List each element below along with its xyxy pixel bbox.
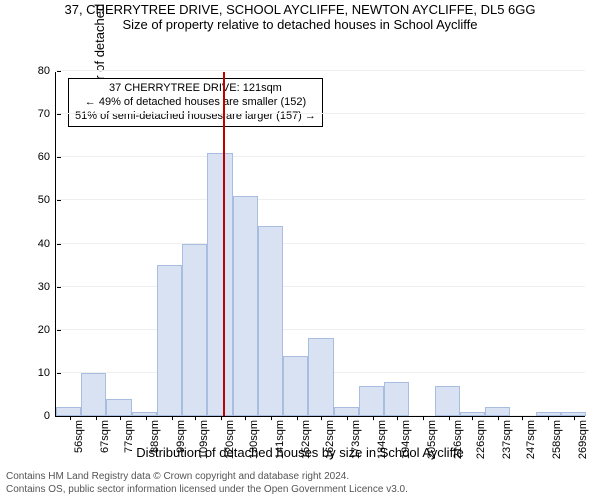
histogram-bar: [435, 386, 460, 416]
histogram-bar: [359, 386, 384, 416]
histogram-bar: [485, 407, 510, 416]
attribution-footer: Contains HM Land Registry data © Crown c…: [6, 471, 408, 496]
histogram-bar: [157, 265, 182, 416]
y-tick-label: 0: [44, 410, 56, 422]
y-tick-label: 70: [38, 108, 56, 120]
y-tick-label: 20: [38, 324, 56, 336]
chart-title-sub: Size of property relative to detached ho…: [0, 17, 600, 32]
y-gridline: [56, 243, 585, 244]
y-tick-label: 50: [38, 194, 56, 206]
histogram-bar: [207, 153, 232, 416]
annotation-line: 51% of semi-detached houses are larger (…: [75, 110, 316, 124]
histogram-bar: [233, 196, 258, 416]
chart-title-main: 37, CHERRYTREE DRIVE, SCHOOL AYCLIFFE, N…: [0, 2, 600, 17]
annotation-line: ← 49% of detached houses are smaller (15…: [75, 96, 316, 110]
y-gridline: [56, 70, 585, 71]
y-gridline: [56, 156, 585, 157]
y-gridline: [56, 286, 585, 287]
y-tick-label: 60: [38, 151, 56, 163]
histogram-bar: [308, 338, 333, 416]
footer-line: Contains HM Land Registry data © Crown c…: [6, 471, 408, 484]
x-axis-label: Distribution of detached houses by size …: [0, 445, 600, 460]
y-gridline: [56, 113, 585, 114]
annotation-line: 37 CHERRYTREE DRIVE: 121sqm: [75, 82, 316, 96]
y-tick-label: 30: [38, 281, 56, 293]
y-gridline: [56, 329, 585, 330]
plot-area: 37 CHERRYTREE DRIVE: 121sqm← 49% of deta…: [55, 72, 585, 417]
histogram-bar: [283, 356, 308, 416]
histogram-bar: [334, 407, 359, 416]
histogram-bar: [56, 407, 81, 416]
y-tick-label: 80: [38, 65, 56, 77]
histogram-bar: [258, 226, 283, 416]
y-tick-label: 40: [38, 238, 56, 250]
footer-line: Contains OS, public sector information l…: [6, 484, 408, 497]
reference-line: [223, 72, 225, 416]
histogram-bar: [460, 412, 485, 416]
histogram-bar: [561, 412, 586, 416]
y-tick-label: 10: [38, 367, 56, 379]
reference-annotation: 37 CHERRYTREE DRIVE: 121sqm← 49% of deta…: [68, 78, 323, 127]
histogram-bar: [132, 412, 157, 416]
histogram-bar: [384, 382, 409, 417]
histogram-bar: [182, 244, 207, 417]
histogram-bar: [81, 373, 106, 416]
histogram-bar: [536, 412, 561, 416]
histogram-bar: [106, 399, 131, 416]
y-gridline: [56, 199, 585, 200]
